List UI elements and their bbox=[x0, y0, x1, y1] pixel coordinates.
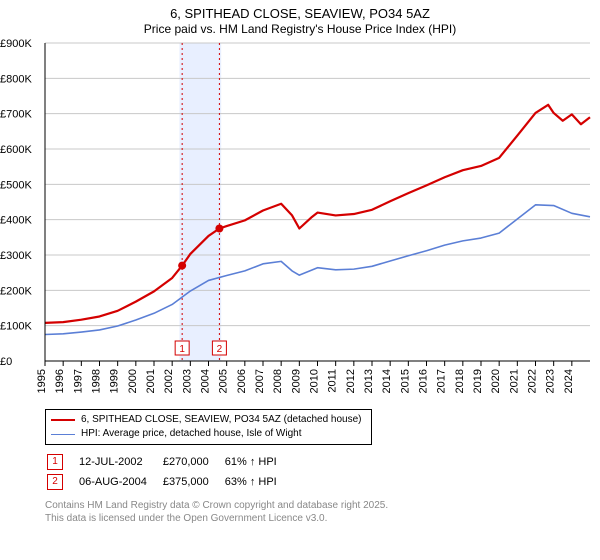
svg-text:2: 2 bbox=[217, 344, 223, 355]
table-row: 1 12-JUL-2002 £270,000 61% ↑ HPI bbox=[47, 453, 291, 471]
svg-text:£500K: £500K bbox=[0, 180, 32, 192]
svg-text:2008: 2008 bbox=[272, 369, 284, 393]
svg-text:2000: 2000 bbox=[127, 369, 139, 393]
svg-text:2016: 2016 bbox=[418, 369, 430, 393]
svg-text:2021: 2021 bbox=[508, 369, 520, 393]
svg-text:2004: 2004 bbox=[200, 369, 212, 393]
legend-swatch-property bbox=[51, 419, 75, 421]
sale-date: 06-AUG-2004 bbox=[79, 473, 161, 491]
svg-text:2017: 2017 bbox=[436, 369, 448, 393]
chart-title-line1: 6, SPITHEAD CLOSE, SEAVIEW, PO34 5AZ bbox=[0, 6, 600, 22]
svg-text:£600K: £600K bbox=[0, 144, 32, 156]
table-row: 2 06-AUG-2004 £375,000 63% ↑ HPI bbox=[47, 473, 291, 491]
sale-delta: 61% ↑ HPI bbox=[225, 453, 291, 471]
legend-label-property: 6, SPITHEAD CLOSE, SEAVIEW, PO34 5AZ (de… bbox=[81, 413, 362, 427]
svg-text:£300K: £300K bbox=[0, 250, 32, 262]
legend-item-property: 6, SPITHEAD CLOSE, SEAVIEW, PO34 5AZ (de… bbox=[51, 413, 366, 427]
svg-text:2022: 2022 bbox=[527, 369, 539, 393]
line-chart-svg: £0 £100K £200K £300K £400K £500K £600K £700K £80… bbox=[0, 37, 600, 407]
svg-text:2019: 2019 bbox=[472, 369, 484, 393]
sale-marker-badge: 2 bbox=[47, 474, 63, 490]
legend-item-hpi: HPI: Average price, detached house, Isle… bbox=[51, 427, 366, 441]
sale-date: 12-JUL-2002 bbox=[79, 453, 161, 471]
svg-text:2024: 2024 bbox=[563, 369, 575, 393]
svg-text:2003: 2003 bbox=[181, 369, 193, 393]
svg-text:2013: 2013 bbox=[363, 369, 375, 393]
svg-text:2018: 2018 bbox=[454, 369, 466, 393]
svg-text:1998: 1998 bbox=[91, 369, 103, 393]
svg-text:£700K: £700K bbox=[0, 109, 32, 121]
svg-text:£400K: £400K bbox=[0, 215, 32, 227]
sale-price: £270,000 bbox=[163, 453, 223, 471]
svg-text:2001: 2001 bbox=[145, 369, 157, 393]
svg-text:£0: £0 bbox=[0, 356, 12, 368]
attribution-line1: Contains HM Land Registry data © Crown c… bbox=[45, 499, 600, 512]
sale-price: £375,000 bbox=[163, 473, 223, 491]
legend-swatch-hpi bbox=[51, 434, 75, 435]
svg-text:2023: 2023 bbox=[545, 369, 557, 393]
svg-text:2006: 2006 bbox=[236, 369, 248, 393]
svg-text:2020: 2020 bbox=[490, 369, 502, 393]
svg-text:2010: 2010 bbox=[309, 369, 321, 393]
attribution: Contains HM Land Registry data © Crown c… bbox=[45, 499, 600, 525]
svg-text:£200K: £200K bbox=[0, 286, 32, 298]
svg-text:2005: 2005 bbox=[218, 369, 230, 393]
svg-text:£100K: £100K bbox=[0, 321, 32, 333]
legend: 6, SPITHEAD CLOSE, SEAVIEW, PO34 5AZ (de… bbox=[45, 409, 372, 445]
chart-title-line2: Price paid vs. HM Land Registry's House … bbox=[0, 22, 600, 37]
svg-text:2014: 2014 bbox=[381, 369, 393, 393]
legend-label-hpi: HPI: Average price, detached house, Isle… bbox=[81, 427, 302, 441]
svg-text:1995: 1995 bbox=[36, 369, 48, 393]
sale-delta: 63% ↑ HPI bbox=[225, 473, 291, 491]
svg-text:2007: 2007 bbox=[254, 369, 266, 393]
svg-text:1999: 1999 bbox=[109, 369, 121, 393]
svg-text:2009: 2009 bbox=[290, 369, 302, 393]
svg-text:2002: 2002 bbox=[163, 369, 175, 393]
svg-text:1997: 1997 bbox=[72, 369, 84, 393]
sales-table: 1 12-JUL-2002 £270,000 61% ↑ HPI 2 06-AU… bbox=[45, 451, 293, 493]
svg-text:2011: 2011 bbox=[327, 369, 339, 393]
svg-text:2015: 2015 bbox=[399, 369, 411, 393]
svg-text:2012: 2012 bbox=[345, 369, 357, 393]
svg-text:£900K: £900K bbox=[0, 38, 32, 50]
sale-marker-badge: 1 bbox=[47, 454, 63, 470]
chart-title-block: 6, SPITHEAD CLOSE, SEAVIEW, PO34 5AZ Pri… bbox=[0, 0, 600, 37]
chart-area: £0 £100K £200K £300K £400K £500K £600K £700K £80… bbox=[0, 37, 600, 407]
svg-text:1996: 1996 bbox=[54, 369, 66, 393]
svg-text:1: 1 bbox=[179, 344, 185, 355]
attribution-line2: This data is licensed under the Open Gov… bbox=[45, 512, 600, 525]
svg-text:£800K: £800K bbox=[0, 74, 32, 86]
